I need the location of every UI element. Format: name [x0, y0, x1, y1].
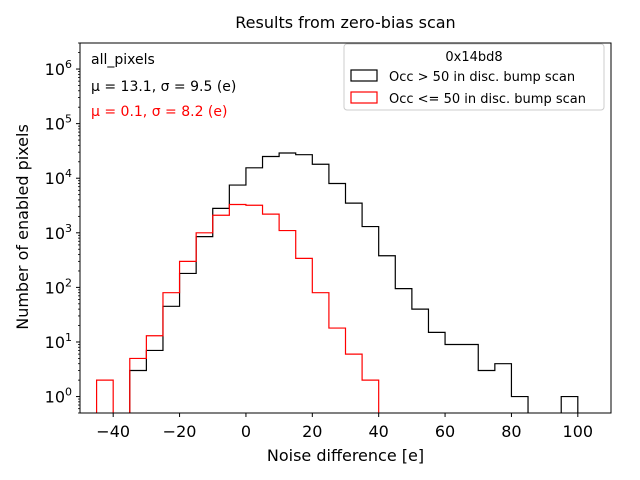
y-tick-label: 104 — [45, 167, 72, 188]
x-tick-label: 0 — [241, 422, 251, 441]
y-tick-label: 105 — [45, 113, 72, 134]
y-tick-label: 106 — [45, 58, 72, 79]
x-tick-label: −20 — [163, 422, 197, 441]
series-1-outline — [95, 203, 380, 413]
y-tick-label: 103 — [45, 222, 72, 243]
series-0-outline — [129, 152, 579, 413]
x-axis: −40 −20 0 20 40 60 80 100 — [96, 413, 593, 441]
legend-label-black: Occ > 50 in disc. bump scan — [389, 70, 575, 85]
black-stats-annotation: μ = 13.1, σ = 9.5 (e) — [91, 79, 236, 95]
legend-box — [343, 43, 605, 111]
plot-frame — [79, 42, 612, 414]
y-tick-label: 102 — [45, 276, 72, 297]
legend-label-red: Occ <= 50 in disc. bump scan — [389, 92, 586, 107]
y-tick-label: 101 — [45, 331, 72, 352]
x-tick-label: 80 — [501, 422, 521, 441]
y-tick-label: 100 — [45, 386, 72, 407]
plot-area — [79, 42, 612, 414]
x-tick-label: 40 — [369, 422, 389, 441]
chart-title: Results from zero-bias scan — [235, 13, 455, 32]
y-axis: 100 101 102 103 104 105 106 — [45, 42, 80, 414]
legend-swatch-black — [350, 69, 378, 82]
selection-annotation: all_pixels — [91, 52, 155, 68]
red-stats-annotation: μ = 0.1, σ = 8.2 (e) — [91, 104, 227, 120]
legend: 0x14bd8 Occ > 50 in disc. bump scan Occ … — [343, 43, 605, 111]
y-axis-label: Number of enabled pixels — [13, 124, 32, 330]
legend-swatch-red — [350, 91, 378, 104]
x-tick-label: 100 — [563, 422, 594, 441]
legend-title: 0x14bd8 — [445, 50, 502, 65]
x-tick-label: 60 — [435, 422, 455, 441]
x-axis-label: Noise difference [e] — [267, 446, 424, 465]
x-tick-label: 20 — [302, 422, 322, 441]
x-tick-label: −40 — [96, 422, 130, 441]
